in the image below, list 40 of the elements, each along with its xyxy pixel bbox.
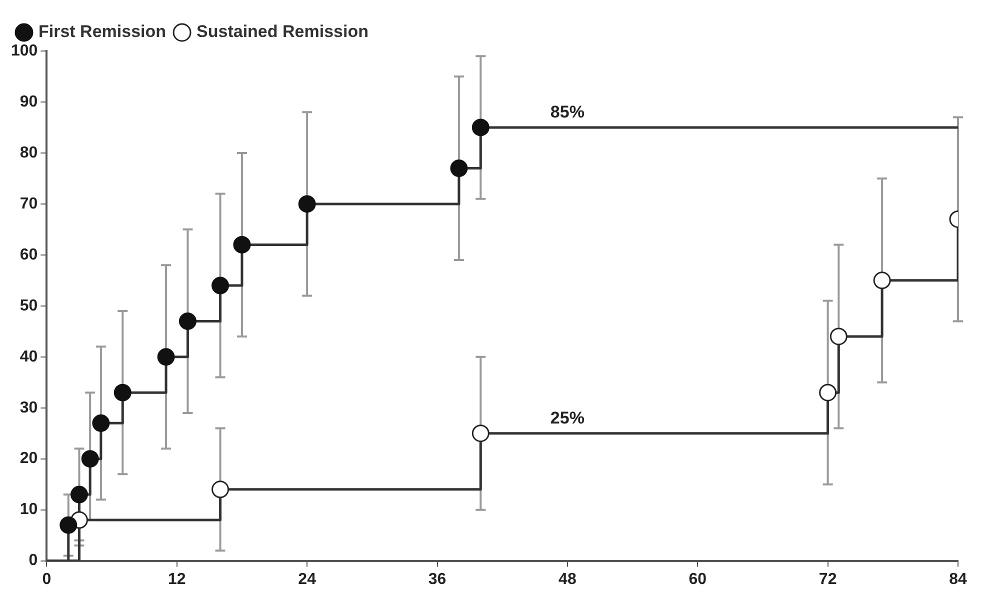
annotation: 25% bbox=[550, 408, 584, 428]
x-tick-label: 72 bbox=[818, 570, 837, 588]
point bbox=[873, 272, 891, 290]
y-tick-label: 20 bbox=[20, 450, 38, 468]
annotation: 85% bbox=[550, 102, 584, 122]
y-tick-label: 0 bbox=[28, 552, 38, 570]
point bbox=[472, 118, 490, 136]
x-tick-label: 0 bbox=[42, 570, 52, 588]
point bbox=[114, 384, 132, 402]
y-tick-label: 70 bbox=[20, 195, 38, 212]
y-tick-label: 60 bbox=[20, 246, 38, 264]
y-tick-label: 80 bbox=[20, 144, 38, 162]
point bbox=[819, 384, 837, 402]
y-tick-label: 10 bbox=[20, 501, 38, 518]
point bbox=[178, 312, 196, 330]
y-tick-label: 90 bbox=[20, 93, 38, 110]
point bbox=[472, 424, 490, 442]
x-tick-label: 84 bbox=[949, 570, 967, 588]
y-tick-label: 100 bbox=[10, 42, 38, 60]
point bbox=[81, 450, 99, 468]
x-tick-label: 36 bbox=[428, 570, 446, 588]
x-tick-label: 24 bbox=[298, 570, 316, 588]
legend-label: Sustained Remission bbox=[196, 22, 368, 42]
y-tick-label: 30 bbox=[20, 399, 38, 416]
x-tick-label: 60 bbox=[688, 570, 707, 588]
point bbox=[157, 348, 175, 366]
point bbox=[92, 414, 110, 432]
x-tick-label: 12 bbox=[168, 570, 186, 588]
y-tick-label: 40 bbox=[20, 348, 38, 366]
y-tick-label: 50 bbox=[20, 297, 38, 314]
point bbox=[60, 516, 78, 534]
point bbox=[212, 480, 230, 498]
point bbox=[70, 486, 88, 504]
point bbox=[830, 328, 848, 346]
point bbox=[298, 195, 316, 213]
point bbox=[233, 236, 251, 254]
x-tick-label: 48 bbox=[558, 570, 576, 588]
legend-label: First Remission bbox=[38, 22, 166, 42]
point bbox=[212, 276, 230, 294]
point bbox=[450, 160, 468, 178]
